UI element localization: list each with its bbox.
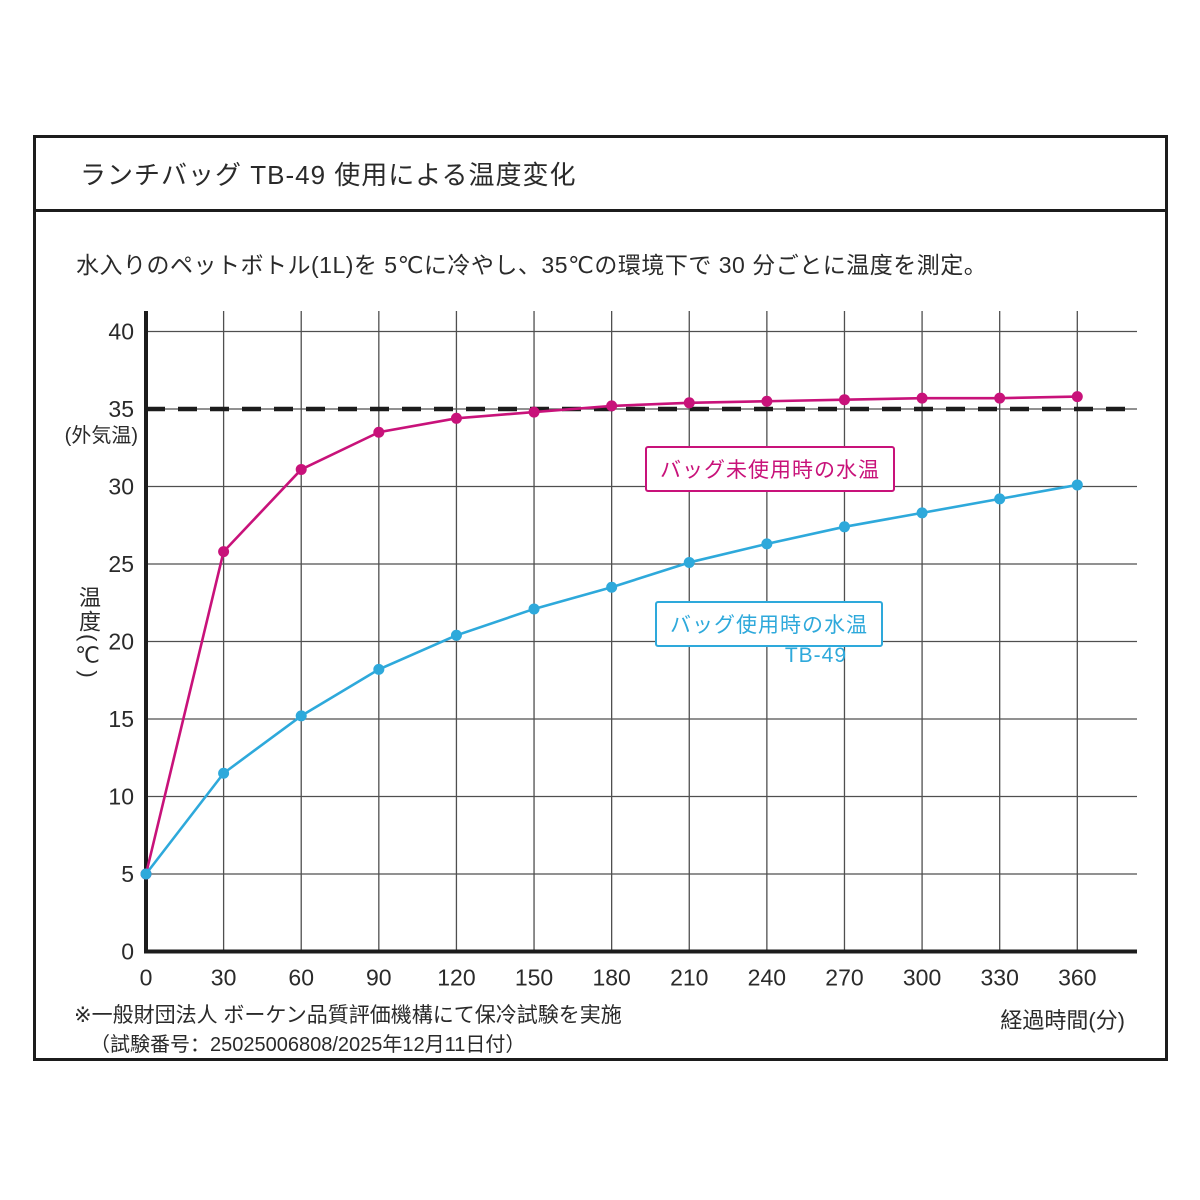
svg-text:60: 60 (288, 965, 314, 991)
svg-text:150: 150 (515, 965, 553, 991)
svg-text:0: 0 (121, 939, 134, 965)
series-lines (140, 391, 1083, 880)
svg-text:120: 120 (437, 965, 475, 991)
svg-text:180: 180 (592, 965, 630, 991)
svg-text:210: 210 (670, 965, 708, 991)
svg-text:35: 35 (108, 396, 134, 422)
svg-text:90: 90 (366, 965, 392, 991)
series-label-bag-unused: バッグ未使用時の水温 (645, 446, 895, 492)
axes (144, 311, 1137, 954)
svg-text:5: 5 (121, 861, 134, 887)
page-title: ランチバッグ TB-49 使用による温度変化 (80, 160, 577, 190)
outer-frame: ランチバッグ TB-49 使用による温度変化 (33, 135, 1168, 1061)
chart-subtitle: 水入りのペットボトル(1L)を 5℃に冷やし、35℃の環境下で 30 分ごとに温… (76, 252, 988, 278)
title-bar: ランチバッグ TB-49 使用による温度変化 (36, 138, 1165, 212)
svg-text:15: 15 (108, 706, 134, 732)
svg-text:240: 240 (748, 965, 786, 991)
svg-text:300: 300 (903, 965, 941, 991)
series-badge-tb49: TB-49 (784, 644, 847, 667)
svg-text:0: 0 (140, 965, 153, 991)
ambient-temperature-label: (外気温) (64, 425, 138, 447)
series-label-bag-used: バッグ使用時の水温 (655, 601, 883, 647)
x-axis-title: 経過時間(分) (1000, 1008, 1125, 1033)
svg-text:10: 10 (108, 784, 134, 810)
svg-text:30: 30 (108, 474, 134, 500)
svg-text:20: 20 (108, 629, 134, 655)
svg-text:270: 270 (825, 965, 863, 991)
tick-labels: 0 5 10 15 20 25 30 35 40 0 30 60 90 120 150 180 210 240 27… (108, 319, 1096, 991)
svg-text:40: 40 (108, 319, 134, 345)
svg-text:330: 330 (981, 965, 1019, 991)
y-axis-title: 温度(℃) (76, 586, 101, 680)
footnote-test-number: （試験番号：25025006808/2025年12月11日付） (90, 1034, 526, 1056)
svg-text:360: 360 (1058, 965, 1096, 991)
svg-text:30: 30 (211, 965, 237, 991)
svg-text:25: 25 (108, 551, 134, 577)
footnote-test-agency: ※一般財団法人 ボーケン品質評価機構にて保冷試験を実施 (74, 1004, 622, 1027)
